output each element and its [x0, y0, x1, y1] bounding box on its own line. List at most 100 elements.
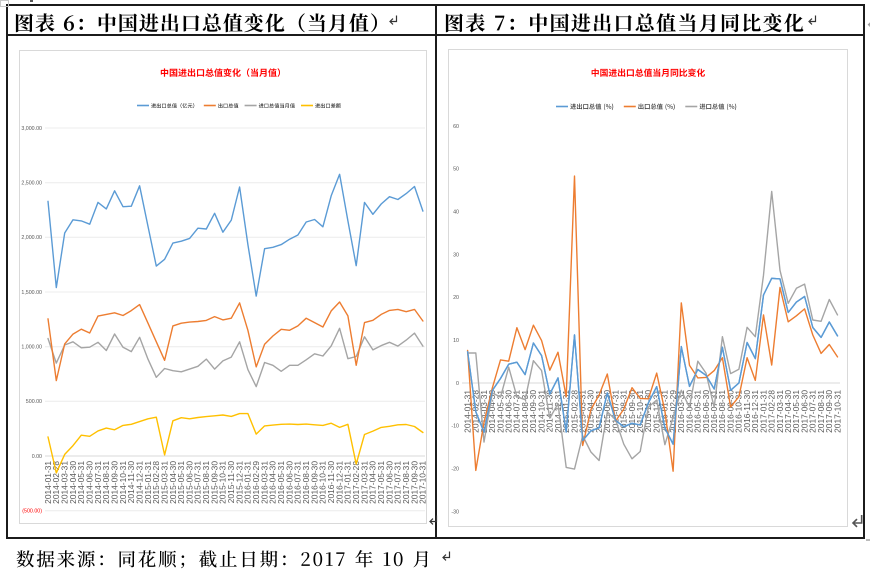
svg-text:500.00: 500.00 — [26, 399, 42, 405]
svg-text:2016-11-30: 2016-11-30 — [326, 461, 336, 504]
svg-text:2014-09-30: 2014-09-30 — [528, 390, 538, 433]
svg-text:2014-01-31: 2014-01-31 — [462, 390, 472, 433]
svg-text:2014-08-31: 2014-08-31 — [520, 390, 530, 433]
svg-text:2014-02-28: 2014-02-28 — [51, 461, 61, 504]
svg-text:2015-01-31: 2015-01-31 — [143, 461, 153, 504]
svg-text:2017-06-30: 2017-06-30 — [799, 390, 809, 433]
svg-text:2015-08-31: 2015-08-31 — [201, 461, 211, 504]
svg-text:2016-10-31: 2016-10-31 — [318, 461, 328, 504]
svg-text:2014-04-30: 2014-04-30 — [487, 390, 497, 433]
svg-text:2016-02-29: 2016-02-29 — [251, 461, 261, 504]
svg-text:2015-09-30: 2015-09-30 — [627, 390, 637, 433]
svg-text:2014-12-31: 2014-12-31 — [134, 461, 144, 504]
svg-text:2014-07-31: 2014-07-31 — [93, 461, 103, 504]
svg-text:2014-10-31: 2014-10-31 — [118, 461, 128, 504]
svg-text:2017-05-31: 2017-05-31 — [376, 461, 386, 504]
svg-text:30: 30 — [453, 252, 459, 258]
svg-text:2014-11-30: 2014-11-30 — [545, 390, 555, 433]
svg-text:2016-12-31: 2016-12-31 — [334, 461, 344, 504]
svg-text:2,000.00: 2,000.00 — [21, 235, 42, 241]
svg-text:2017-10-31: 2017-10-31 — [832, 390, 842, 433]
svg-text:2016-09-30: 2016-09-30 — [725, 390, 735, 433]
svg-text:2,500.00: 2,500.00 — [21, 181, 42, 187]
svg-text:2017-07-31: 2017-07-31 — [393, 461, 403, 504]
svg-text:3,000.00: 3,000.00 — [21, 126, 42, 132]
svg-text:2016-04-30: 2016-04-30 — [684, 390, 694, 433]
svg-text:2015-08-31: 2015-08-31 — [619, 390, 629, 433]
svg-text:2016-03-31: 2016-03-31 — [676, 390, 686, 433]
svg-text:2014-11-30: 2014-11-30 — [126, 461, 136, 504]
svg-text:2017-01-31: 2017-01-31 — [758, 390, 768, 433]
svg-text:(500.00): (500.00) — [22, 509, 42, 515]
svg-text:2016-02-29: 2016-02-29 — [668, 390, 678, 433]
svg-text:2015-05-31: 2015-05-31 — [176, 461, 186, 504]
svg-text:2017-04-30: 2017-04-30 — [783, 390, 793, 433]
svg-text:50: 50 — [453, 167, 459, 173]
svg-text:2016-10-31: 2016-10-31 — [734, 390, 744, 433]
svg-text:2017-03-31: 2017-03-31 — [775, 390, 785, 433]
svg-text:2016-11-30: 2016-11-30 — [742, 390, 752, 433]
svg-text:2016-08-31: 2016-08-31 — [301, 461, 311, 504]
svg-text:2014-01-31: 2014-01-31 — [43, 461, 53, 504]
svg-text:2014-10-31: 2014-10-31 — [536, 390, 546, 433]
svg-text:40: 40 — [453, 210, 459, 216]
svg-text:2015-04-30: 2015-04-30 — [168, 461, 178, 504]
svg-text:2017-06-30: 2017-06-30 — [384, 461, 394, 504]
svg-text:2014-03-31: 2014-03-31 — [60, 461, 70, 504]
svg-text:2016-04-30: 2016-04-30 — [268, 461, 278, 504]
svg-text:2015-11-30: 2015-11-30 — [226, 461, 236, 504]
svg-text:1,000.00: 1,000.00 — [21, 345, 42, 351]
svg-text:2014-04-30: 2014-04-30 — [68, 461, 78, 504]
svg-text:2017-08-31: 2017-08-31 — [816, 390, 826, 433]
svg-text:-20: -20 — [451, 467, 459, 473]
svg-text:2015-02-28: 2015-02-28 — [569, 390, 579, 433]
svg-text:2016-06-30: 2016-06-30 — [284, 461, 294, 504]
svg-text:2016-08-31: 2016-08-31 — [717, 390, 727, 433]
svg-text:2017-08-31: 2017-08-31 — [401, 461, 411, 504]
svg-text:2015-10-31: 2015-10-31 — [635, 390, 645, 433]
svg-text:2017-04-30: 2017-04-30 — [368, 461, 378, 504]
svg-text:2016-05-31: 2016-05-31 — [276, 461, 286, 504]
svg-text:2014-05-31: 2014-05-31 — [76, 461, 86, 504]
svg-text:2015-09-30: 2015-09-30 — [209, 461, 219, 504]
svg-text:2016-05-31: 2016-05-31 — [693, 390, 703, 433]
svg-text:-30: -30 — [451, 509, 459, 515]
svg-text:2016-01-31: 2016-01-31 — [243, 461, 253, 504]
svg-text:2015-01-31: 2015-01-31 — [561, 390, 571, 433]
svg-text:2015-12-31: 2015-12-31 — [652, 390, 662, 433]
svg-text:0.00: 0.00 — [32, 454, 42, 460]
svg-text:2017-03-31: 2017-03-31 — [359, 461, 369, 504]
svg-text:2017-02-28: 2017-02-28 — [767, 390, 777, 433]
svg-text:2015-02-28: 2015-02-28 — [151, 461, 161, 504]
svg-text:2015-07-31: 2015-07-31 — [610, 390, 620, 433]
svg-text:2016-06-30: 2016-06-30 — [701, 390, 711, 433]
svg-text:2015-03-31: 2015-03-31 — [159, 461, 169, 504]
svg-text:2015-07-31: 2015-07-31 — [193, 461, 203, 504]
svg-text:2016-12-31: 2016-12-31 — [750, 390, 760, 433]
svg-text:2016-07-31: 2016-07-31 — [709, 390, 719, 433]
svg-text:1,500.00: 1,500.00 — [21, 290, 42, 296]
svg-text:2017-09-30: 2017-09-30 — [824, 390, 834, 433]
svg-text:2015-10-31: 2015-10-31 — [218, 461, 228, 504]
svg-text:2014-06-30: 2014-06-30 — [504, 390, 514, 433]
svg-text:2017-05-31: 2017-05-31 — [791, 390, 801, 433]
svg-text:2016-07-31: 2016-07-31 — [293, 461, 303, 504]
svg-text:2016-03-31: 2016-03-31 — [259, 461, 269, 504]
svg-text:2014-05-31: 2014-05-31 — [495, 390, 505, 433]
svg-text:2014-07-31: 2014-07-31 — [512, 390, 522, 433]
svg-text:2016-09-30: 2016-09-30 — [309, 461, 319, 504]
svg-text:2015-05-31: 2015-05-31 — [594, 390, 604, 433]
svg-text:2015-12-31: 2015-12-31 — [234, 461, 244, 504]
svg-text:2014-06-30: 2014-06-30 — [85, 461, 95, 504]
svg-text:2015-03-31: 2015-03-31 — [578, 390, 588, 433]
svg-text:0: 0 — [456, 381, 459, 387]
svg-text:-10: -10 — [451, 424, 459, 430]
svg-text:10: 10 — [453, 338, 459, 344]
svg-text:2017-09-30: 2017-09-30 — [409, 461, 419, 504]
svg-text:2014-12-31: 2014-12-31 — [553, 390, 563, 433]
svg-text:60: 60 — [453, 124, 459, 130]
svg-text:2017-01-31: 2017-01-31 — [343, 461, 353, 504]
svg-text:2017-02-28: 2017-02-28 — [351, 461, 361, 504]
svg-text:2017-10-31: 2017-10-31 — [418, 461, 427, 504]
svg-text:20: 20 — [453, 295, 459, 301]
